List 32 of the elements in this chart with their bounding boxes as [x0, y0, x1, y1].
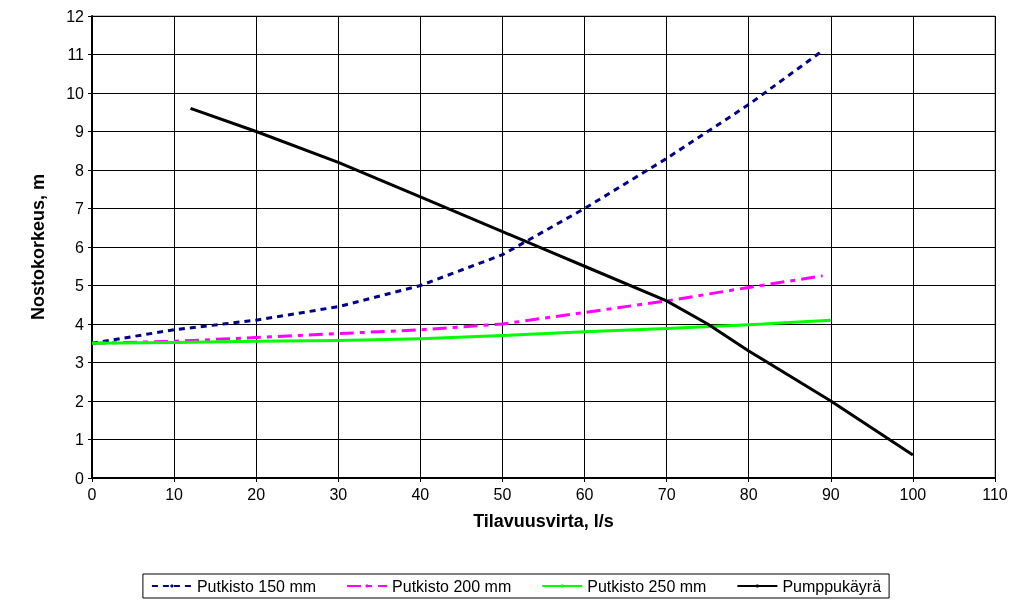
- x-tick-label: 80: [739, 485, 758, 503]
- y-tick-label: 11: [67, 46, 85, 63]
- y-tick-label: 5: [75, 277, 85, 294]
- x-tick-label: 40: [411, 485, 430, 503]
- y-axis-title: Nostokorkeus, m: [28, 173, 48, 321]
- y-tick-label: 1: [75, 431, 85, 448]
- legend-label: Pumppukäyrä: [782, 577, 882, 595]
- y-tick-label: 4: [75, 315, 85, 333]
- x-axis-title: Tilavuusvirta, l/s: [473, 511, 614, 531]
- line-series: [90, 318, 833, 345]
- y-tick-label: 8: [75, 161, 85, 179]
- x-tick-label: 0: [87, 485, 97, 503]
- x-tick-label: 10: [165, 485, 184, 503]
- x-tick-label: 50: [493, 485, 512, 503]
- y-tick-label: 3: [75, 354, 85, 371]
- x-tick-label: 30: [329, 485, 348, 503]
- y-tick-label: 12: [66, 7, 85, 25]
- legend-label: Putkisto 200 mm: [392, 577, 512, 595]
- y-tick-label: 7: [75, 200, 85, 217]
- x-tick-label: 20: [247, 485, 266, 503]
- x-tick-label: 70: [657, 485, 676, 503]
- y-tick-label: 2: [75, 392, 85, 410]
- x-tick-label: 100: [899, 485, 927, 503]
- x-tick-label: 110: [982, 485, 1008, 503]
- legend-label: Putkisto 150 mm: [196, 577, 317, 595]
- y-tick-label: 6: [75, 238, 85, 256]
- y-tick-label: 9: [75, 123, 85, 140]
- x-tick-label: 60: [575, 485, 594, 503]
- legend-label: Putkisto 250 mm: [587, 577, 707, 595]
- y-tick-label: 0: [75, 469, 85, 487]
- y-tick-label: 10: [66, 84, 85, 102]
- x-tick-label: 90: [821, 485, 840, 503]
